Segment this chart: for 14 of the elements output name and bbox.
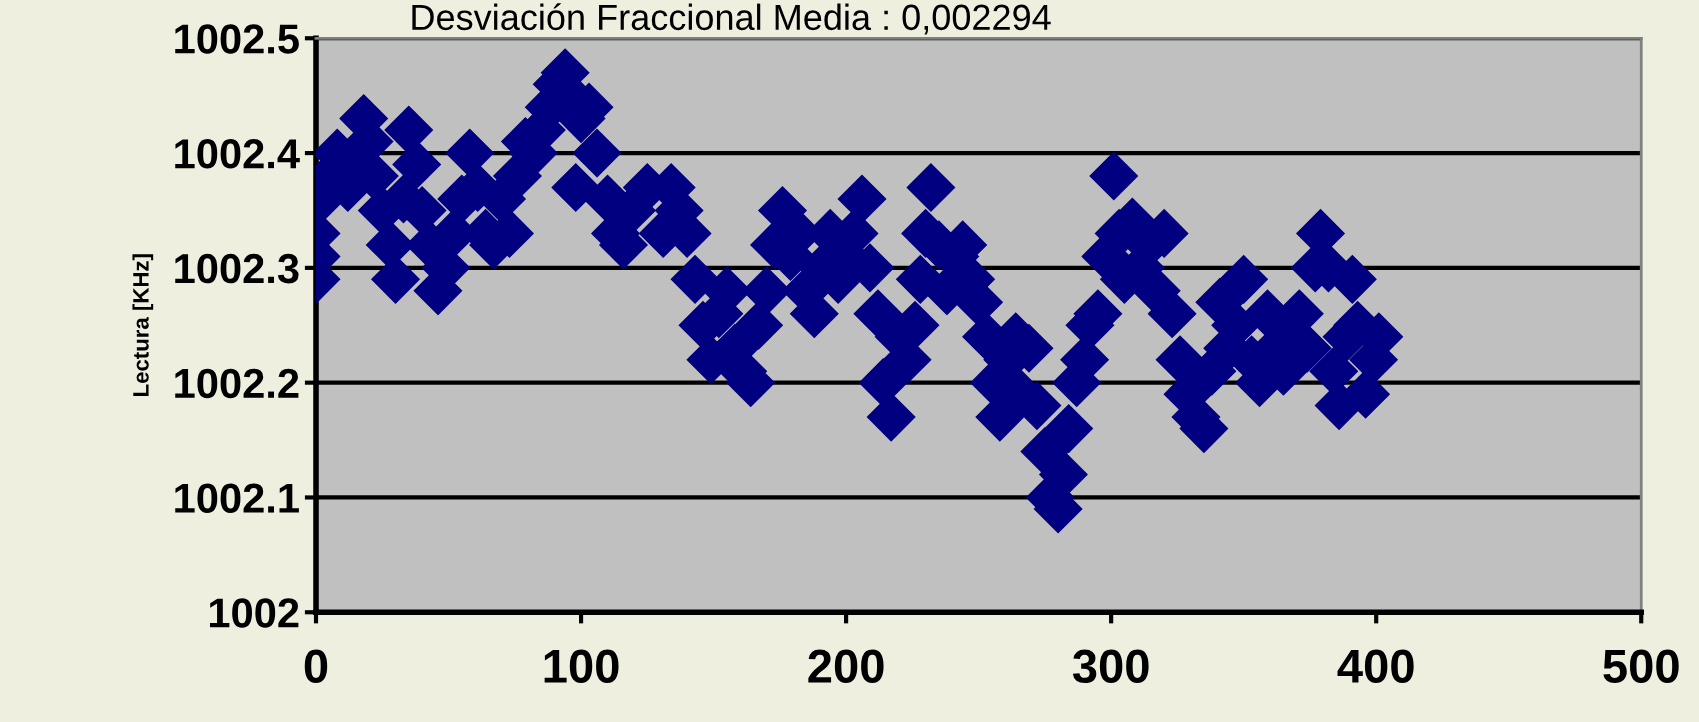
x-tick-label: 100 xyxy=(544,649,619,684)
x-tick-label: 300 xyxy=(1072,649,1149,684)
y-tick-label: 1002.2 xyxy=(175,368,299,399)
x-tick-label: 500 xyxy=(1603,649,1679,684)
x-tick-label: 400 xyxy=(1337,649,1414,684)
x-tick-label: 200 xyxy=(808,649,884,684)
y-tick-label: 1002 xyxy=(209,598,299,628)
y-tick-label: 1002.4 xyxy=(175,139,300,169)
chart-title: Desviación Fraccional Media : 0,002294 xyxy=(412,3,1051,35)
y-tick-label: 1002.1 xyxy=(175,483,299,513)
x-tick-label: 0 xyxy=(304,649,328,684)
y-tick-label: 1002.5 xyxy=(175,24,299,54)
y-axis-title: Lectura [KHz] xyxy=(132,254,154,396)
y-tick-label: 1002.3 xyxy=(175,253,299,284)
